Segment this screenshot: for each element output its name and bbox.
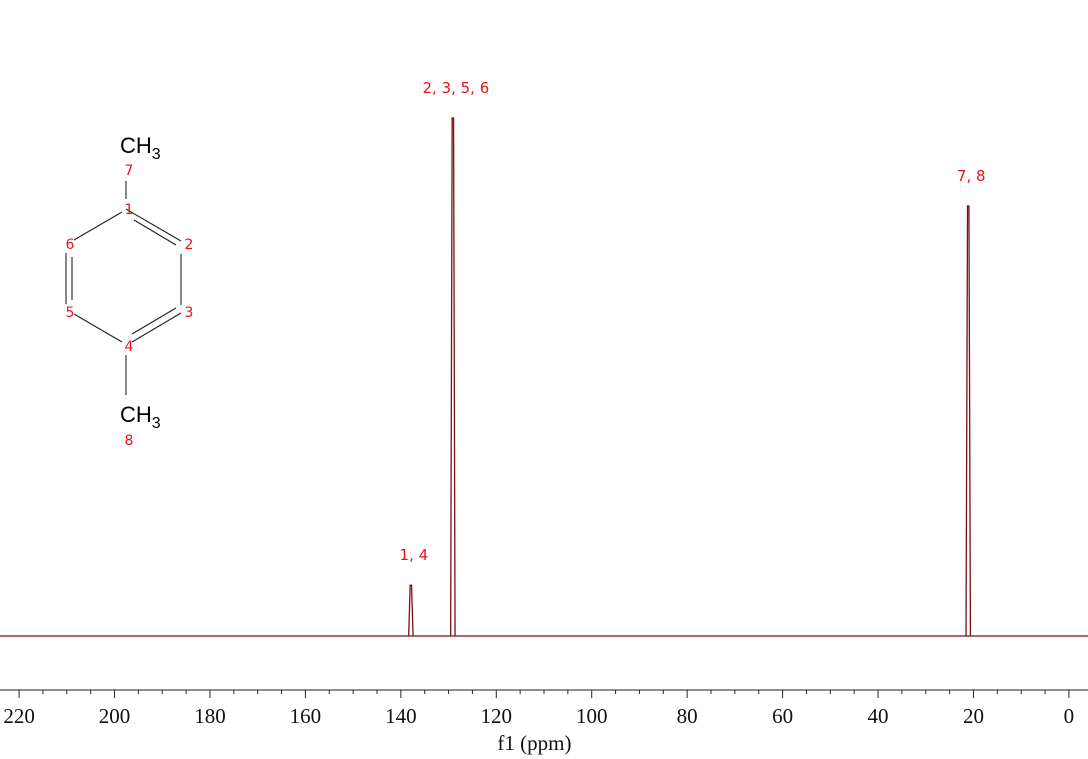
atom-number-3: 3 — [185, 305, 194, 321]
bond-c1-c2 — [125, 208, 182, 242]
peak-label: 2, 3, 5, 6 — [422, 79, 489, 97]
bond-c3-c4 — [131, 312, 182, 343]
spectrum-peak — [450, 117, 456, 637]
atom-number-8: 8 — [125, 433, 134, 449]
x-axis: 220 200 180 160 140 120 100 80 60 40 20 0 f1 (ppm) — [0, 689, 1088, 755]
atom-numbers: 7 1 2 6 3 5 4 8 — [66, 163, 194, 449]
methyl-bottom-label: CH3 — [120, 402, 161, 432]
peak-label: 1, 4 — [400, 546, 429, 564]
x-tick-label: 0 — [1064, 704, 1075, 728]
peak-labels: 1, 4 2, 3, 5, 6 7, 8 — [400, 79, 986, 564]
x-tick-label: 80 — [677, 704, 698, 728]
spectrum-plot: 1, 4 2, 3, 5, 6 7, 8 — [0, 79, 1088, 637]
atom-number-1: 1 — [125, 202, 134, 218]
x-tick-label: 200 — [99, 704, 131, 728]
x-tick-label: 180 — [194, 704, 226, 728]
bond-c6-c1 — [73, 211, 123, 241]
atom-number-2: 2 — [185, 237, 194, 253]
x-tick-label: 100 — [576, 704, 608, 728]
atom-number-4: 4 — [125, 339, 134, 355]
atom-number-6: 6 — [66, 237, 75, 253]
x-tick-label: 40 — [868, 704, 889, 728]
spectrum-peak — [408, 584, 414, 637]
x-axis-ticks — [18, 690, 1070, 698]
bond-c4-c5 — [73, 313, 123, 343]
atom-number-5: 5 — [66, 305, 75, 321]
x-tick-label: 220 — [3, 704, 35, 728]
x-axis-title: f1 (ppm) — [497, 731, 571, 755]
methyl-top-label: CH3 — [120, 133, 161, 163]
x-tick-label: 120 — [481, 704, 513, 728]
x-tick-label: 20 — [963, 704, 984, 728]
bonds — [65, 181, 182, 395]
molecule-structure: CH3 CH3 7 1 2 6 3 5 4 8 — [65, 133, 194, 449]
x-tick-label: 140 — [385, 704, 417, 728]
bond-c3-c4-inner — [131, 307, 177, 335]
atom-number-7: 7 — [125, 163, 134, 179]
spectrum-peak — [965, 205, 972, 637]
x-tick-label: 60 — [772, 704, 793, 728]
x-axis-tick-labels: 220 200 180 160 140 120 100 80 60 40 20 0 — [3, 704, 1074, 728]
x-tick-label: 160 — [290, 704, 322, 728]
peak-label: 7, 8 — [957, 167, 986, 185]
spectrum-peaks — [408, 117, 972, 637]
bond-c1-c2-inner — [133, 219, 177, 246]
